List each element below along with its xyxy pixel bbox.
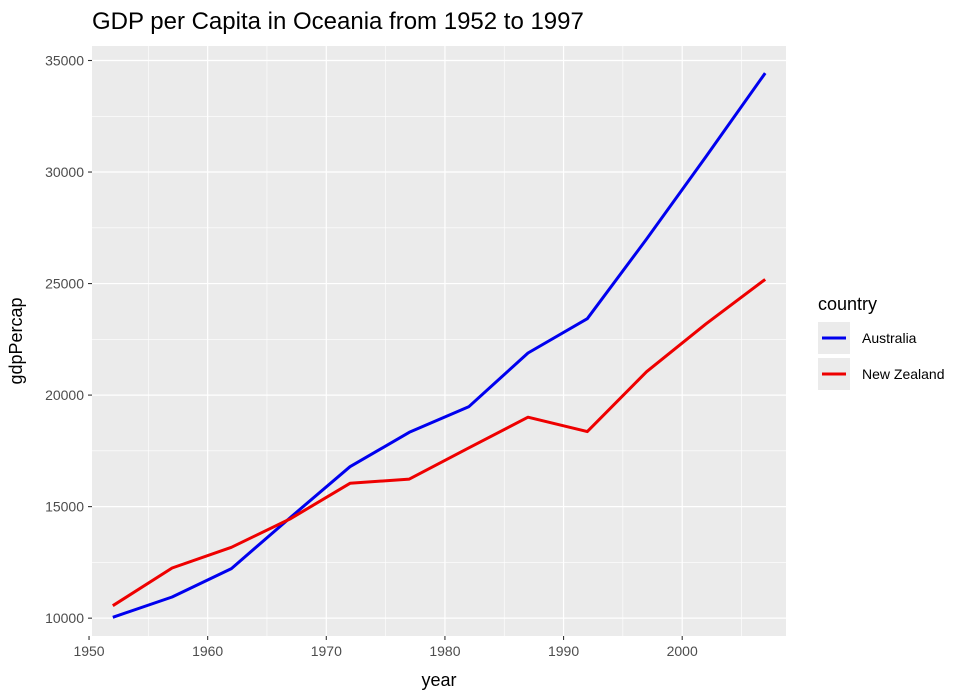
- x-tick-labels: 1950 1960 1970 1980 1990 2000: [73, 643, 698, 659]
- y-tick-labels: 10000 15000 20000 25000 30000 35000: [45, 52, 84, 626]
- x-tick-label: 1980: [429, 643, 460, 659]
- y-tick-label: 20000: [45, 387, 84, 403]
- series-line-australia: [112, 72, 767, 619]
- x-tick-label: 1990: [548, 643, 579, 659]
- x-tick-label: 1950: [73, 643, 104, 659]
- y-tick-label: 15000: [45, 499, 84, 515]
- y-tick-label: 10000: [45, 610, 84, 626]
- major-gridlines: [88, 46, 786, 636]
- x-axis-title: year: [421, 670, 456, 690]
- legend-label-australia: Australia: [862, 330, 917, 346]
- legend-item-australia: Australia: [818, 322, 917, 354]
- x-tick-label: 1970: [311, 643, 342, 659]
- y-tick-label: 25000: [45, 276, 84, 292]
- legend-item-new-zealand: New Zealand: [818, 358, 945, 390]
- y-tick-label: 30000: [45, 164, 84, 180]
- chart-title: GDP per Capita in Oceania from 1952 to 1…: [92, 8, 584, 35]
- x-tick-label: 2000: [667, 643, 698, 659]
- x-tick-label: 1960: [192, 643, 223, 659]
- legend-label-new-zealand: New Zealand: [862, 366, 945, 382]
- y-tick-label: 35000: [45, 52, 84, 68]
- series-lines: [111, 72, 767, 619]
- legend-title: country: [818, 294, 877, 314]
- y-axis-title: gdpPercap: [6, 297, 26, 384]
- legend: country Australia New Zealand: [818, 294, 945, 390]
- series-line-new-zealand: [111, 278, 767, 607]
- axis-ticks: [88, 59, 683, 640]
